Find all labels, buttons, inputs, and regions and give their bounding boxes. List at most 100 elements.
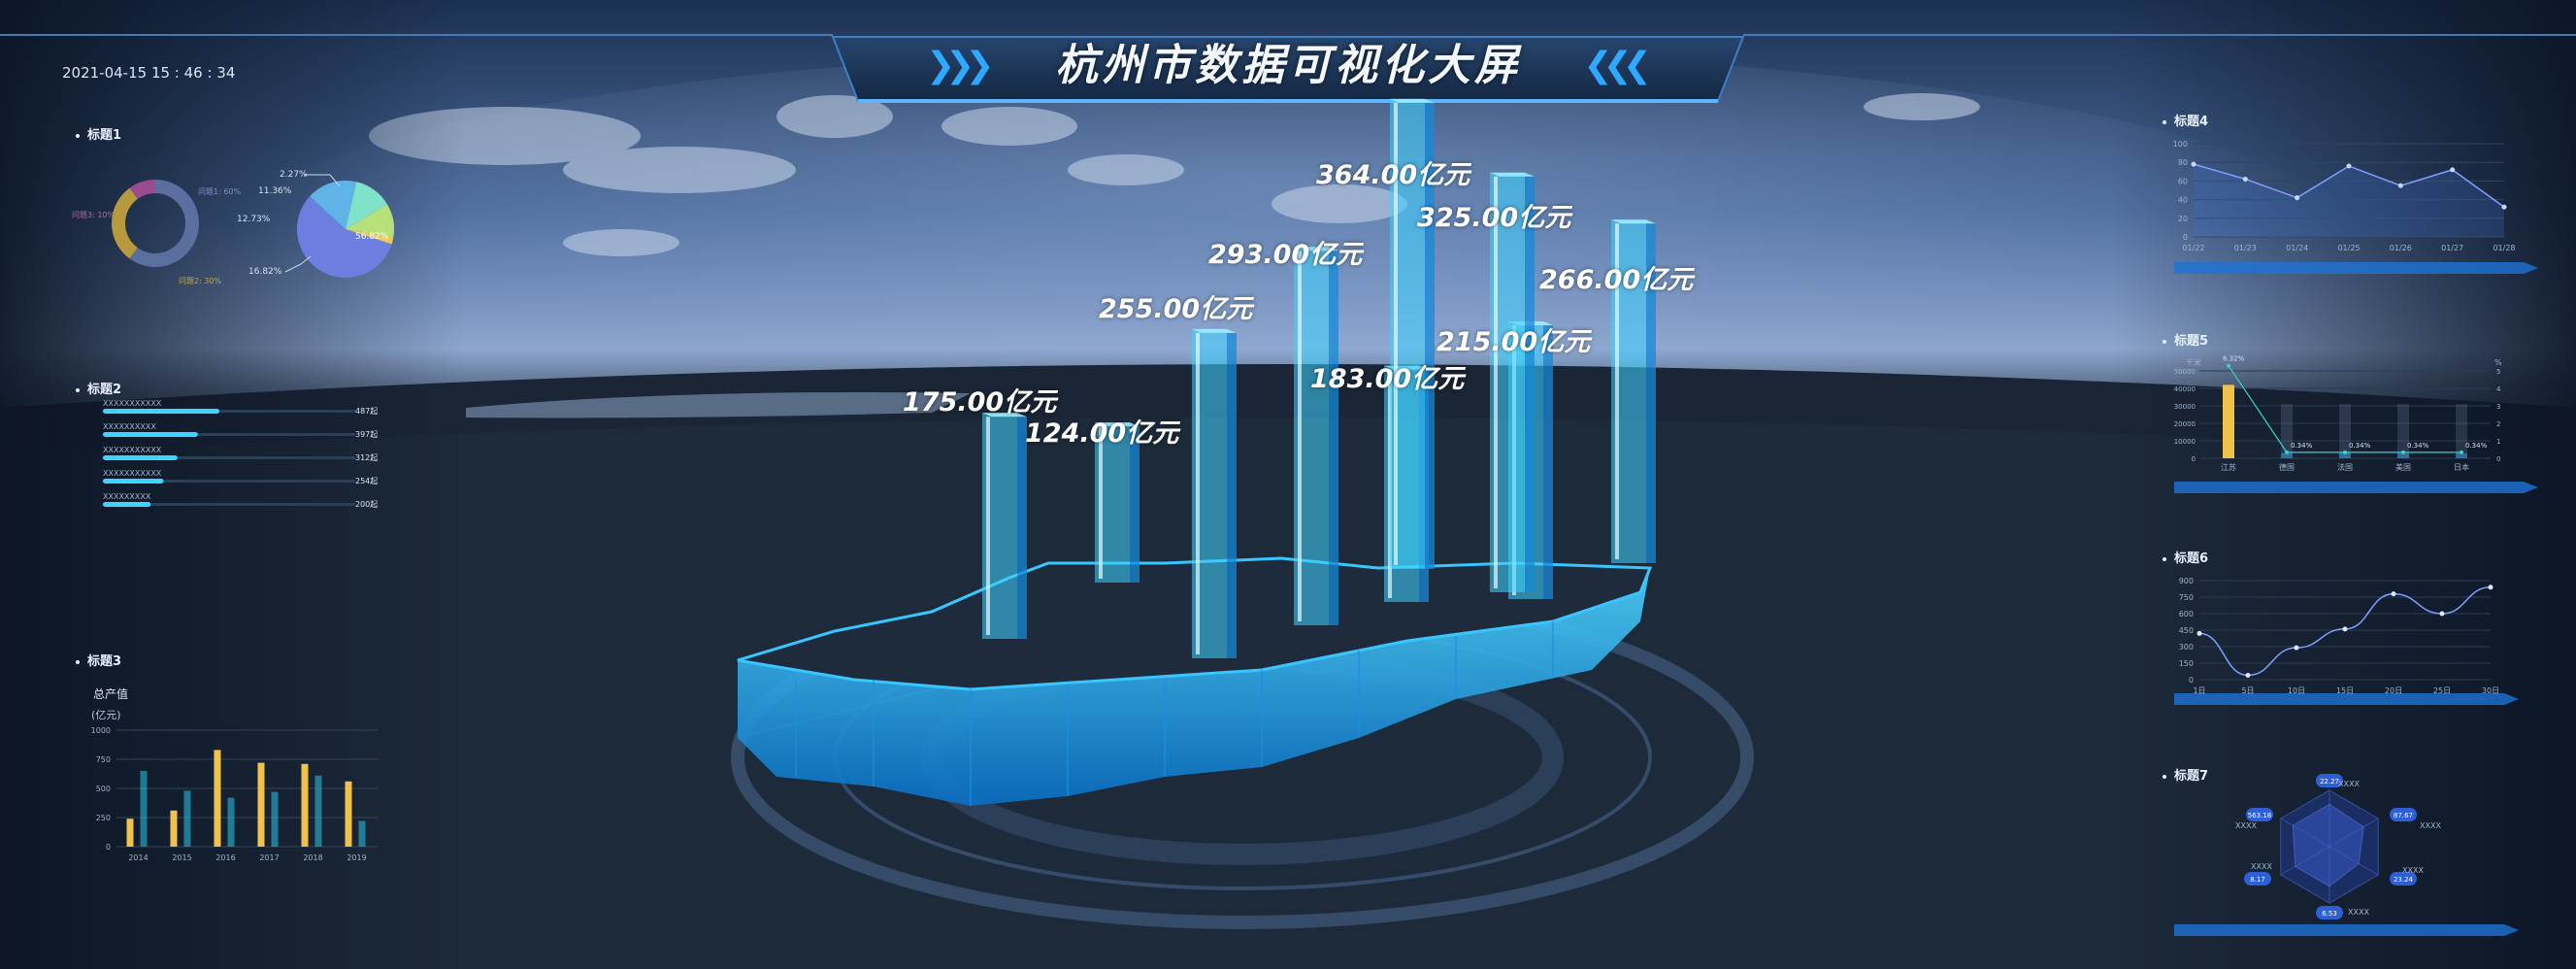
bar-cyan <box>271 791 279 847</box>
bar-cyan <box>227 797 235 847</box>
bar-cyan <box>358 820 366 847</box>
panel-6: 标题6 0 150 300 450 600 750 900 1日 5日 10日 15日 20日 25日 3… <box>2155 544 2524 699</box>
bar-5 <box>1390 98 1435 569</box>
bar-top <box>1294 247 1338 251</box>
panel-title: 标题6 <box>2163 548 2208 566</box>
y2-tick-label: 1 <box>2496 438 2500 446</box>
pie-slice <box>346 182 387 229</box>
bar-cyan <box>183 790 191 847</box>
combo-point <box>2343 450 2347 454</box>
bar-row-value: 397起 <box>355 430 378 439</box>
bar-fill <box>103 432 198 437</box>
panel-6-line-chart: 0 150 300 450 600 750 900 1日 5日 10日 15日 20日 25日 30日 <box>2179 577 2499 695</box>
bar-value-label: 325.00亿元 <box>1417 203 1571 233</box>
bar-9 <box>1611 219 1656 563</box>
y-tick-label: 750 <box>2179 593 2194 602</box>
donut-slice <box>112 187 139 259</box>
chevron-left-icon: ❮❮❮ <box>1583 46 1652 85</box>
donut-slice <box>129 180 199 267</box>
bar-top <box>1095 422 1139 427</box>
radar-badge <box>2316 906 2343 919</box>
combo-bar-ghost <box>2397 404 2409 453</box>
bar-value-label: 293.00亿元 <box>1208 240 1363 270</box>
line-point <box>2501 204 2507 210</box>
y-tick-label: 40000 <box>2174 385 2196 393</box>
pie-leader-line <box>305 174 341 187</box>
radar-value: 23.24 <box>2394 876 2414 884</box>
bar-row-label: XXXXXXXXX <box>103 492 151 501</box>
x-tick-label: 01/27 <box>2441 244 2463 252</box>
combo-bar <box>2281 452 2293 458</box>
bar-3 <box>1192 328 1237 658</box>
y-tick-label: 0 <box>2183 233 2188 242</box>
bar-track <box>103 433 355 436</box>
panel-5-combo-chart: 千米 % 0 0 10000 1 20000 2 30000 3 40000 4 50000 5 江苏 德国 法… <box>2174 355 2502 472</box>
bar-side <box>1130 426 1139 583</box>
x-tick-label: 2016 <box>215 853 235 862</box>
y-tick-label: 50000 <box>2174 368 2196 376</box>
combo-bar <box>2339 452 2351 458</box>
bar-side <box>1646 223 1656 563</box>
y-tick-label: 450 <box>2179 626 2194 635</box>
bar-row-value: 487起 <box>355 407 378 416</box>
x-tick-label: 2015 <box>172 853 191 862</box>
panel-title: 标题1 <box>76 124 121 143</box>
y-tick-label: 80 <box>2178 158 2188 167</box>
y-tick-label: 900 <box>2179 577 2194 585</box>
x-tick-label: 法国 <box>2337 462 2353 472</box>
x-tick-label: 日本 <box>2454 462 2469 472</box>
radar-value: 563.18 <box>2248 812 2272 819</box>
line-point <box>2397 183 2403 188</box>
bar-highlight <box>1615 223 1619 559</box>
y-tick-label: 250 <box>96 814 111 822</box>
panel-1-charts: 问题1: 60% 问题3: 10% 问题2: 30% 2.27% 11.36% 12.73… <box>72 170 394 285</box>
bar-highlight <box>986 417 990 635</box>
x-tick-label: 25日 <box>2433 686 2451 695</box>
panel-title: 标题5 <box>2163 330 2208 349</box>
radar-badge <box>2244 872 2271 885</box>
pie-label: 12.73% <box>237 215 271 224</box>
pie-label: 16.82% <box>248 267 282 277</box>
bar-row-value: 254起 <box>355 477 378 485</box>
y2-tick-label: 3 <box>2496 403 2500 411</box>
bar-row-label: XXXXXXXXXXX <box>103 469 162 478</box>
combo-point <box>2227 363 2230 368</box>
bar-gold <box>170 810 178 847</box>
y-tick-label: 20000 <box>2174 420 2196 428</box>
bar-value-label: 266.00亿元 <box>1539 265 1694 295</box>
bar-row-value: 200起 <box>355 500 378 509</box>
x-tick-label: 1日 <box>2193 686 2205 695</box>
x-tick-label: 01/23 <box>2234 244 2257 252</box>
line-point <box>2245 672 2251 678</box>
panel-5: 标题5 千米% 0 0 10000 1 20000 2 30000 3 40000 4 50000 5 江… <box>2155 326 2524 482</box>
bar-value-label: 255.00亿元 <box>1099 294 1253 324</box>
bar-7 <box>1490 172 1535 592</box>
radar-badge <box>2246 808 2273 821</box>
bar-side <box>1329 251 1338 625</box>
bar-side <box>1017 417 1027 639</box>
combo-bar-ghost <box>2456 404 2467 453</box>
line-point <box>2391 591 2396 597</box>
x-tick-label: 5日 <box>2241 686 2254 695</box>
radar-axis-label: XXXX <box>2402 866 2424 875</box>
bar-gold <box>126 819 134 847</box>
panel-2-bar-list: XXXXXXXXXXX487起XXXXXXXXXX397起XXXXXXXXXXX… <box>103 399 378 509</box>
x-tick-label: 美国 <box>2395 462 2411 472</box>
bar-side <box>1543 325 1553 599</box>
x-tick-label: 2018 <box>303 853 322 862</box>
title-banner: ❯❯❯ 杭州市数据可视化大屏 ❮❮❮ <box>833 29 1743 103</box>
line-point <box>2294 645 2299 651</box>
line-point <box>2346 163 2352 169</box>
x-tick-label: 30日 <box>2482 686 2499 695</box>
y-tick-label: 0 <box>2189 676 2194 685</box>
panel-7: 标题7 22.27 87.67 23.24 6.53 8.17 563.18 XXXX XXX… <box>2155 761 2524 926</box>
bar-top <box>1390 98 1435 103</box>
bar-row-label: XXXXXXXXXXX <box>103 446 162 454</box>
combo-point-label: 0.34% <box>2291 442 2313 450</box>
pie-slice <box>346 204 394 238</box>
radar-value: 6.53 <box>2322 910 2337 918</box>
pie-slice <box>346 229 394 245</box>
combo-bar-ghost <box>2339 404 2351 453</box>
panel-1: 标题1 问题1: 60% 问题3: 10% 问题2: 30% 2.27% 11.36% 1… <box>68 117 417 291</box>
bar-top <box>1611 219 1656 224</box>
